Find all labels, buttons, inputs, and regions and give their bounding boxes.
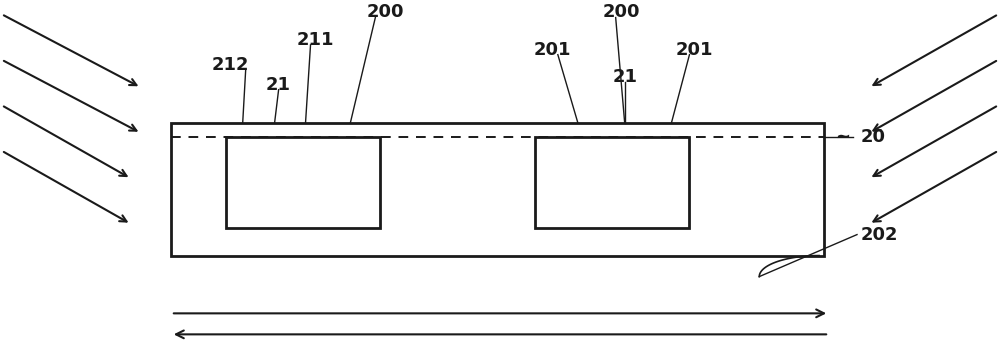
Text: 21: 21 bbox=[612, 68, 637, 86]
Text: 211: 211 bbox=[297, 31, 334, 49]
Text: 20: 20 bbox=[861, 127, 886, 146]
Text: 200: 200 bbox=[603, 3, 640, 21]
Text: ~: ~ bbox=[835, 127, 850, 146]
Text: 202: 202 bbox=[861, 225, 898, 244]
Text: 200: 200 bbox=[367, 3, 404, 21]
Text: 21: 21 bbox=[266, 76, 291, 94]
Bar bbox=[226, 137, 380, 228]
Text: 212: 212 bbox=[212, 56, 250, 74]
Bar bbox=[171, 122, 824, 256]
Bar bbox=[535, 137, 689, 228]
Text: 201: 201 bbox=[534, 41, 572, 59]
Text: 201: 201 bbox=[676, 41, 713, 59]
